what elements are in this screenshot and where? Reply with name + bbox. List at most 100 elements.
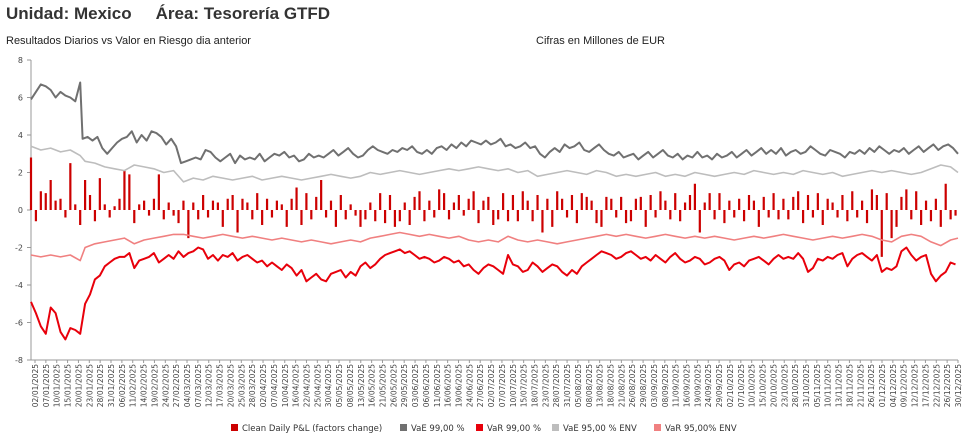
pnl-bar xyxy=(629,210,633,222)
x-tick-label: 28/03/2025 xyxy=(248,364,257,407)
pnl-bar xyxy=(388,195,392,210)
pnl-bar xyxy=(875,195,878,210)
pnl-bar xyxy=(177,210,180,224)
pnl-bar xyxy=(708,193,711,210)
pnl-bar xyxy=(256,193,259,210)
x-tick-label: 08/09/2025 xyxy=(661,364,670,407)
x-tick-label: 06/02/2025 xyxy=(118,364,127,407)
x-tick-label: 05/08/2025 xyxy=(574,364,583,407)
x-tick-label: 01/12/2025 xyxy=(878,364,887,407)
pnl-bar xyxy=(585,196,588,210)
legend-swatch xyxy=(476,424,483,431)
pnl-bar xyxy=(369,202,372,210)
pnl-bar xyxy=(442,193,446,210)
pnl-bar xyxy=(39,191,42,210)
pnl-bar xyxy=(334,210,338,227)
x-tick-label: 12/03/2025 xyxy=(205,364,214,407)
pnl-bar xyxy=(182,200,185,210)
pnl-bar xyxy=(742,210,746,222)
pnl-bar xyxy=(664,200,667,210)
x-tick-label: 10/10/2025 xyxy=(748,364,757,407)
x-tick-label: 12/12/2025 xyxy=(911,364,920,407)
pnl-bar xyxy=(733,210,736,218)
pnl-bar xyxy=(349,204,352,210)
x-tick-label: 30/04/2025 xyxy=(324,364,333,407)
x-tick-label: 28/10/2025 xyxy=(791,364,800,407)
pnl-bar xyxy=(477,210,480,224)
y-tick-label: -8 xyxy=(15,356,23,365)
series-line-var-99-00- xyxy=(30,246,956,341)
pnl-bar xyxy=(806,195,810,210)
x-tick-label: 21/08/2025 xyxy=(617,364,626,407)
pnl-bar xyxy=(492,210,495,225)
pnl-bar xyxy=(211,200,215,210)
x-tick-label: 02/01/2025 xyxy=(31,364,40,407)
pnl-bar xyxy=(605,196,608,210)
x-tick-label: 23/10/2025 xyxy=(780,364,789,407)
x-tick-label: 03/06/2025 xyxy=(411,364,420,407)
pnl-bar xyxy=(44,193,47,210)
pnl-bar xyxy=(34,210,38,222)
pnl-bar xyxy=(246,202,249,210)
x-tick-label: 13/11/2025 xyxy=(835,364,844,407)
pnl-bar xyxy=(64,210,67,218)
y-tick-label: 8 xyxy=(18,56,23,65)
x-tick-label: 26/08/2025 xyxy=(628,364,637,407)
pnl-bar xyxy=(811,210,815,218)
x-tick-label: 19/09/2025 xyxy=(693,364,702,407)
pnl-bar xyxy=(531,210,534,222)
pnl-bar xyxy=(693,183,696,210)
x-tick-label: 30/12/2025 xyxy=(954,364,963,407)
pnl-bar xyxy=(526,200,529,210)
pnl-bar xyxy=(900,196,903,210)
x-tick-label: 13/05/2025 xyxy=(357,364,366,407)
pnl-bar xyxy=(880,210,883,257)
pnl-bar xyxy=(364,210,367,220)
x-tick-label: 26/05/2025 xyxy=(389,364,398,407)
pnl-bar xyxy=(108,210,111,218)
pnl-bar xyxy=(570,195,574,210)
series-line-vae-99-00- xyxy=(30,81,959,165)
pnl-bar xyxy=(762,196,765,210)
pnl-bar xyxy=(777,210,780,220)
pnl-bar xyxy=(393,210,397,227)
x-tick-label: 31/10/2025 xyxy=(802,364,811,407)
pnl-bar xyxy=(226,198,229,210)
pnl-bar xyxy=(359,210,362,227)
y-tick-label: -4 xyxy=(15,281,23,290)
pnl-bar xyxy=(103,204,106,210)
x-tick-label: 24/02/2025 xyxy=(161,364,170,407)
x-tick-label: 02/10/2025 xyxy=(726,364,735,407)
x-tick-label: 20/01/2025 xyxy=(74,364,83,407)
pnl-bar xyxy=(300,210,303,225)
pnl-bar xyxy=(113,206,116,210)
pnl-bar xyxy=(767,210,770,218)
pnl-bar xyxy=(133,210,136,224)
pnl-bar xyxy=(752,200,756,210)
legend-label: Clean Daily P&L (factors change) xyxy=(242,424,382,434)
legend-label: VaE 95,00 % ENV xyxy=(563,424,637,434)
pnl-bar xyxy=(826,198,829,210)
legend-label: VaE 99,00 % xyxy=(411,424,465,434)
pnl-bar xyxy=(669,210,672,220)
x-tick-label: 20/10/2025 xyxy=(769,364,778,407)
series-line-vae-95-00-env xyxy=(30,145,959,183)
pnl-bar xyxy=(610,198,613,210)
pnl-bar xyxy=(679,210,682,222)
x-tick-label: 16/05/2025 xyxy=(368,364,377,407)
pnl-bar xyxy=(290,198,293,210)
pnl-bar xyxy=(787,210,790,220)
pnl-bar xyxy=(649,195,652,210)
pnl-bar xyxy=(797,191,800,210)
pnl-bar xyxy=(329,200,333,210)
pnl-bar xyxy=(231,195,234,210)
pnl-bar xyxy=(561,198,564,210)
x-tick-label: 07/04/2025 xyxy=(270,364,279,407)
pnl-bar xyxy=(383,210,387,224)
pnl-bar xyxy=(644,210,647,227)
pnl-bar xyxy=(497,210,500,220)
pnl-bar xyxy=(438,189,441,210)
pnl-bar xyxy=(79,210,82,225)
x-tick-label: 20/03/2025 xyxy=(226,364,235,407)
x-tick-label: 10/07/2025 xyxy=(509,364,518,407)
